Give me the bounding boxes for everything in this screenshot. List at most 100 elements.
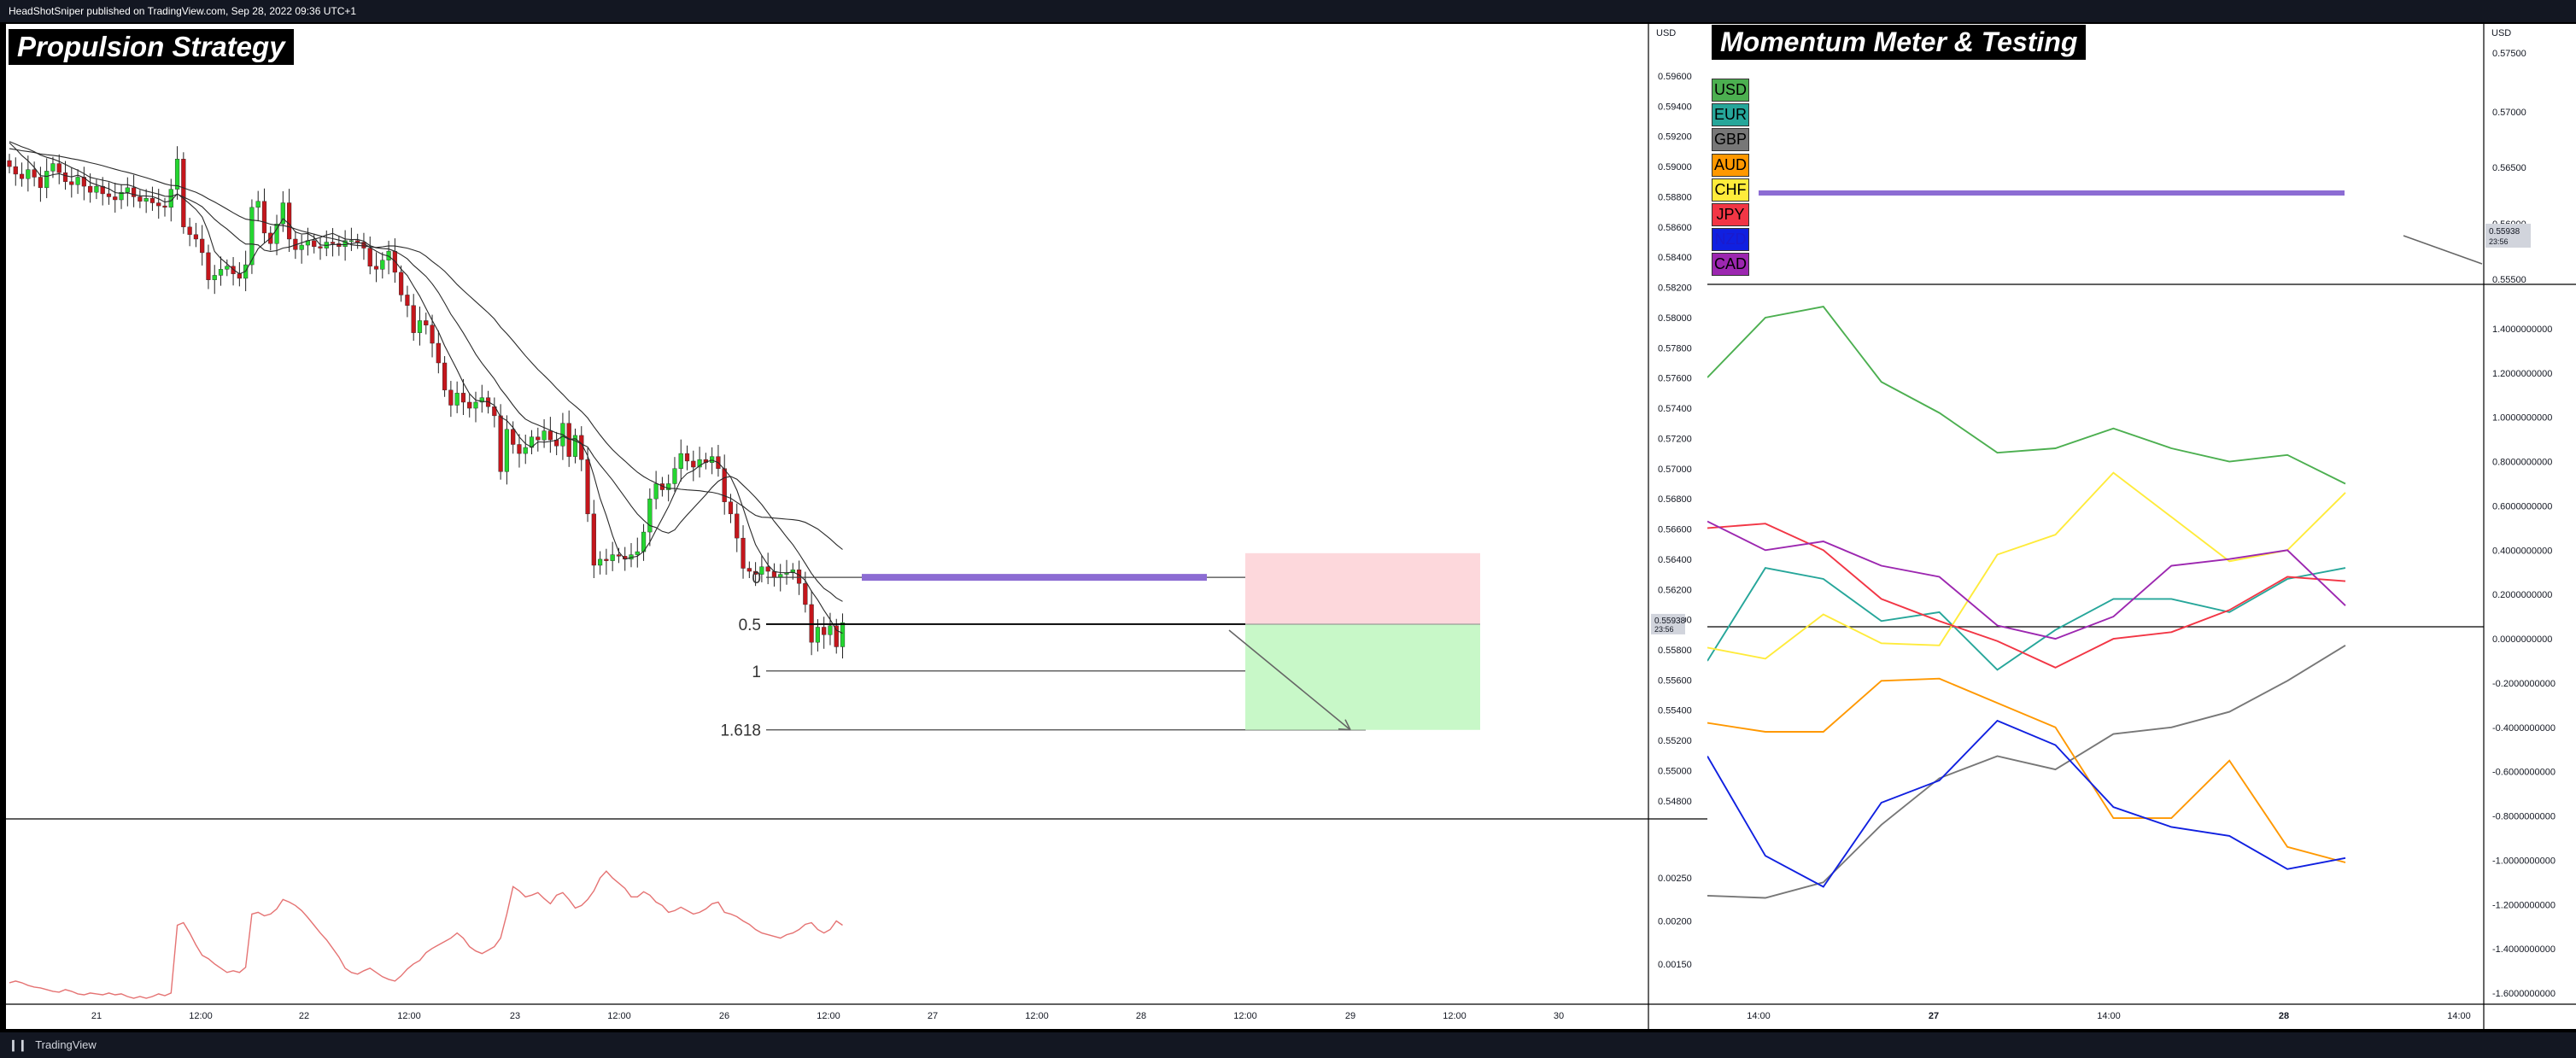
candle [517, 444, 522, 454]
candle [13, 166, 18, 175]
oscillator-tick: 0.00150 [1658, 960, 1692, 970]
momentum-chart[interactable]: USD 0.575000.570000.565000.560000.55500 … [1707, 24, 2576, 1029]
candle [666, 483, 671, 490]
value-tick: -1.4000000000 [2492, 944, 2556, 955]
candle [106, 193, 112, 197]
brand-label: TradingView [35, 1038, 97, 1051]
price-badge-timer: 23:56 [2489, 237, 2509, 246]
candle [380, 260, 385, 270]
time-tick: 12:00 [189, 1011, 213, 1021]
candle [143, 198, 149, 202]
candle [467, 401, 472, 409]
candle [373, 266, 379, 270]
take-profit-zone[interactable] [1245, 623, 1480, 730]
time-tick: 14:00 [1747, 1011, 1771, 1021]
price-badge [2485, 224, 2531, 248]
projection-arrow[interactable] [1228, 629, 1351, 731]
legend-item-eur: EUR [1712, 103, 1749, 127]
price-tick: 0.55200 [1658, 736, 1692, 746]
time-tick: 14:00 [2097, 1011, 2121, 1021]
moving-average-line[interactable] [9, 142, 843, 634]
value-tick: -1.2000000000 [2492, 900, 2556, 910]
oscillator-line[interactable] [9, 870, 843, 999]
price-tick: 0.55000 [1658, 766, 1692, 776]
arrow-head-icon [1338, 719, 1351, 731]
value-tick: -0.2000000000 [2492, 679, 2556, 689]
candle [19, 173, 25, 179]
candle [206, 252, 211, 280]
candle [274, 224, 279, 244]
price-tick: 0.58400 [1658, 253, 1692, 263]
series-line-nzd[interactable] [1707, 719, 2346, 888]
candle [678, 453, 683, 469]
candle [348, 240, 354, 243]
candle [399, 272, 404, 295]
candle [119, 191, 124, 201]
time-tick: 23 [510, 1011, 520, 1021]
legend-item-jpy: JPY [1712, 203, 1749, 226]
zone-bar[interactable] [1759, 190, 2345, 196]
candle [26, 169, 31, 179]
candle [287, 202, 292, 240]
candle [691, 460, 696, 468]
candle [647, 498, 653, 533]
momentum-panel[interactable]: USD 0.575000.570000.565000.560000.55500 … [1707, 24, 2576, 1029]
price-tick: 0.58600 [1658, 223, 1692, 233]
candle [460, 393, 466, 403]
series-line-usd[interactable] [1707, 306, 2346, 485]
candle [479, 397, 484, 403]
candle [174, 159, 180, 190]
value-tick: 0.2000000000 [2492, 590, 2552, 600]
candle [759, 566, 764, 575]
price-tick: 0.57500 [2492, 49, 2526, 59]
price-tick: 0.56500 [2492, 163, 2526, 173]
trend-line[interactable] [2403, 235, 2483, 265]
series-line-cad[interactable] [1707, 520, 2346, 640]
candle [492, 406, 497, 417]
candle [81, 177, 86, 187]
series-line-eur[interactable] [1707, 567, 2346, 671]
candle [523, 447, 528, 454]
price-tick: 0.58200 [1658, 283, 1692, 294]
stop-loss-zone[interactable] [1245, 552, 1480, 624]
price-tick: 0.58800 [1658, 192, 1692, 202]
chart-title: Momentum Meter & Testing [1712, 25, 2087, 60]
tradingview-logo-icon[interactable]: ❙❙ [9, 1038, 27, 1051]
series-line-gbp[interactable] [1707, 644, 2346, 899]
candle [572, 435, 578, 457]
candle [312, 240, 317, 248]
candle [255, 201, 261, 208]
price-badge-value: 0.55938 [1654, 617, 1686, 626]
time-tick: 27 [928, 1011, 938, 1021]
legend-item-aud: AUD [1712, 153, 1749, 177]
moving-average-line[interactable] [9, 141, 843, 602]
candle [424, 320, 429, 325]
candle [94, 185, 99, 193]
candle [261, 201, 267, 234]
candle [828, 625, 833, 635]
price-tick: 0.59000 [1658, 162, 1692, 172]
candle [542, 430, 547, 441]
time-tick: 12:00 [1233, 1011, 1257, 1021]
series-line-jpy[interactable] [1707, 523, 2346, 669]
moving-average-line[interactable] [9, 148, 843, 550]
candle [187, 226, 192, 235]
candle [803, 582, 808, 605]
series-line-aud[interactable] [1707, 677, 2346, 863]
time-tick: 12:00 [1443, 1011, 1467, 1021]
candle [225, 266, 230, 270]
price-tick: 0.56800 [1658, 494, 1692, 505]
left-chart-panel[interactable]: 0 0.5 1 1.618 USD 0.59600 0.59400 0.59200 0.59… [6, 24, 1736, 1029]
time-tick: 21 [91, 1011, 102, 1021]
candle [653, 483, 659, 500]
price-badge-timer: 23:56 [1654, 625, 1674, 634]
series-line-chf[interactable] [1707, 471, 2346, 660]
time-tick: 12:00 [397, 1011, 421, 1021]
candlestick-chart[interactable]: 0 0.5 1 1.618 USD 0.59600 0.59400 0.59200 0.59… [6, 24, 1736, 1029]
candle [547, 430, 553, 441]
candle [753, 570, 758, 575]
candle [405, 295, 410, 306]
zone-bar[interactable] [862, 574, 1207, 582]
price-tick: 0.56600 [1658, 525, 1692, 535]
candle [337, 243, 342, 248]
